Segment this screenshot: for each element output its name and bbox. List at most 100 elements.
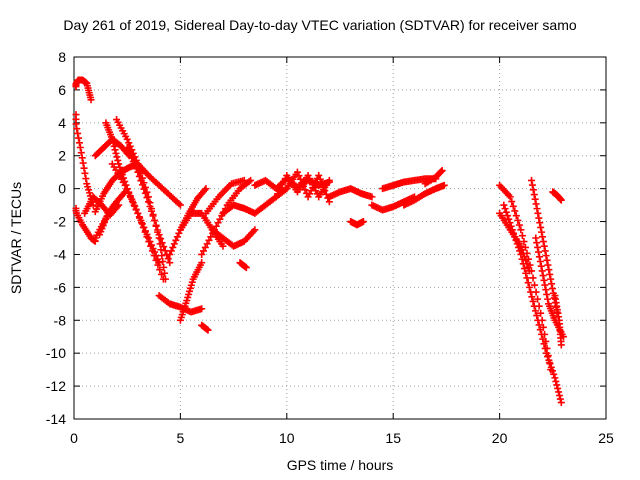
data-point [517,242,525,250]
data-point [128,154,136,162]
data-point [532,200,540,208]
data-point [212,222,220,230]
data-point [129,158,137,166]
data-point [125,147,133,155]
y-axis-label: SDTVAR / TECUs [8,181,24,295]
data-point [175,200,183,208]
data-point [293,168,301,176]
data-point [295,172,303,180]
data-point [298,179,306,187]
data-point [203,240,211,248]
data-point [111,146,119,154]
data-point [530,302,538,310]
data-point [82,175,90,183]
data-point [166,250,174,258]
y-tick-label: -4 [54,246,67,262]
data-point [525,267,533,275]
data-point [157,235,165,243]
y-tick-label: -14 [46,411,66,427]
x-tick-label: 0 [70,430,78,446]
data-point [515,221,523,229]
data-point [527,288,535,296]
x-axis-label: GPS time / hours [286,457,394,473]
data-point [557,196,565,204]
data-point [161,247,169,255]
data-point [542,349,550,357]
data-point [144,198,152,206]
data-point [137,219,145,227]
y-tick-label: -2 [54,214,67,230]
data-point [553,381,561,389]
data-point [548,367,556,375]
data-point [166,259,174,267]
data-point [547,275,555,283]
data-point [204,326,212,334]
data-point [128,197,136,205]
x-tick-label: 20 [492,430,508,446]
data-point [523,260,531,268]
data-point [518,232,526,240]
data-point [538,267,546,275]
data-point [156,266,164,274]
data-point [539,335,547,343]
data-point [139,223,147,231]
data-point [528,181,536,189]
data-point [154,261,162,269]
data-point [80,164,88,172]
data-point [154,255,162,263]
data-point [533,239,541,247]
data-point [543,290,551,298]
data-point [173,233,181,241]
data-point [528,293,536,301]
x-tick-label: 25 [598,430,614,446]
data-point [325,176,333,184]
data-point [555,388,563,396]
data-point [202,185,210,193]
data-point [535,214,543,222]
data-point [517,226,525,234]
data-point [544,295,552,303]
data-point [531,281,539,289]
data-point [143,233,151,241]
data-point [121,181,129,189]
data-point [318,179,326,187]
data-point [281,186,289,194]
data-point [170,240,178,248]
data-point [301,186,309,194]
data-point [115,160,123,168]
data-point [159,258,167,266]
data-point [126,151,134,159]
data-point [502,208,510,216]
data-point [160,243,168,251]
data-point [518,246,526,254]
data-point [77,149,85,157]
x-tick-label: 15 [385,430,401,446]
data-point [512,212,520,220]
y-tick-label: -8 [54,312,67,328]
data-point [242,264,250,272]
data-point [522,269,530,277]
data-point [161,269,169,277]
data-point [125,139,133,147]
data-point [534,209,542,217]
data-point [541,344,549,352]
data-point [141,228,149,236]
data-point [543,256,551,264]
data-point [148,241,156,249]
data-point [550,370,558,378]
data-point [113,153,121,161]
data-point [148,207,156,215]
data-point [198,250,206,258]
data-point [123,135,131,143]
data-point [557,399,565,407]
data-point [138,181,146,189]
data-point [548,280,556,288]
data-point [147,242,155,250]
data-point [555,391,563,399]
data-point [78,154,86,162]
data-point [521,253,529,261]
data-point [540,242,548,250]
data-point [89,201,97,209]
data-point [169,243,177,251]
y-tick-label: 8 [58,49,66,65]
